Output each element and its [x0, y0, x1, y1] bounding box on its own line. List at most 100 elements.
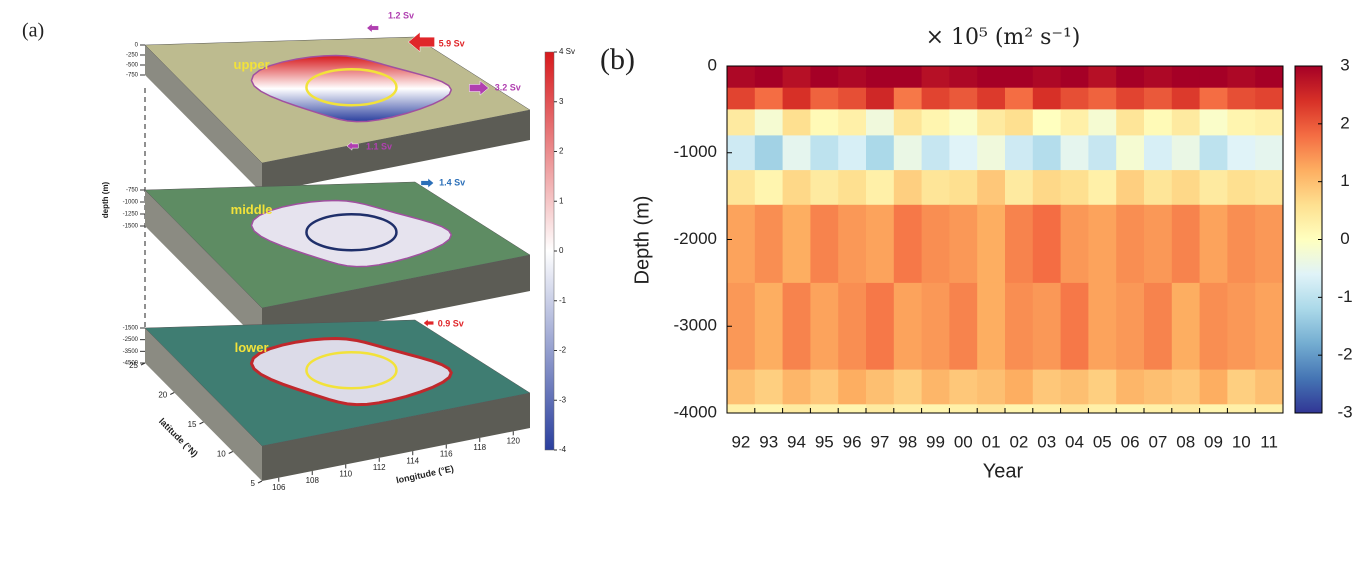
x-tick-label: 08 — [1176, 432, 1195, 451]
heatmap-cell — [1088, 87, 1117, 110]
flux-label: 1.4 Sv — [439, 177, 465, 187]
heatmap-cell — [1032, 135, 1062, 171]
y-tick-label: -4000 — [674, 402, 717, 421]
heatmap-cell — [810, 135, 839, 171]
y-tick — [228, 451, 233, 454]
heatmap-cell — [838, 109, 867, 136]
heatmap-cell — [893, 135, 923, 171]
x-tick-label: 02 — [1009, 432, 1028, 451]
heatmap-cell — [949, 66, 978, 89]
heatmap-cell — [1005, 404, 1034, 414]
heatmap-cell — [1060, 66, 1089, 89]
heatmap-cell — [1227, 282, 1256, 371]
heatmap-cell — [893, 87, 923, 110]
heatmap-cell — [1227, 204, 1256, 284]
y-tick-label: 20 — [158, 391, 167, 400]
heatmap-cell — [1144, 135, 1173, 171]
colorbar-tick-label: 1 — [559, 196, 564, 205]
heatmap-cell — [893, 369, 923, 405]
colorbar-tick-label: 4 Sv — [559, 47, 575, 56]
heatmap-cell — [838, 369, 867, 405]
heatmap-cell — [1144, 66, 1173, 89]
heatmap-cell — [754, 109, 784, 136]
heatmap-cell — [1199, 282, 1228, 371]
y-tick-label: 25 — [129, 361, 138, 370]
heatmap-cell — [1032, 404, 1062, 414]
heatmap-cell — [810, 404, 839, 414]
heatmap-cell — [838, 404, 867, 414]
depth-tick-label: -3500 — [123, 349, 139, 355]
heatmap-cell — [838, 282, 867, 371]
heatmap-cell — [921, 66, 950, 89]
flux-arrow — [423, 318, 434, 328]
heatmap-cell — [1255, 204, 1284, 284]
heatmap-cell — [866, 369, 895, 405]
colorbar-tick-label: -3 — [559, 395, 567, 404]
x-tick-label: 09 — [1204, 432, 1223, 451]
chart-title: × 10⁵ (m² s⁻¹) — [926, 25, 1081, 50]
heatmap-cell — [866, 404, 895, 414]
depth-tick-label: -250 — [126, 53, 139, 59]
x-tick-label: 11 — [1260, 432, 1278, 451]
x-tick-label: 07 — [1148, 432, 1167, 451]
colorbar-tick-label: 0 — [559, 246, 564, 255]
heatmap-cell — [1144, 369, 1173, 405]
x-tick-label: 114 — [406, 456, 419, 465]
flux-label: 3.2 Sv — [495, 82, 521, 92]
heatmap-cell — [838, 135, 867, 171]
heatmap-cell — [1032, 282, 1062, 371]
heatmap-cell — [1116, 369, 1145, 405]
heatmap-cell — [866, 282, 895, 371]
heatmap-cell — [1005, 135, 1034, 171]
heatmap-cell — [949, 87, 978, 110]
heatmap-cell — [1227, 369, 1256, 405]
circulation-arrow — [305, 350, 398, 390]
heatmap-cell — [977, 404, 1006, 414]
heatmap-cell — [1088, 135, 1117, 171]
heatmap-cell — [1199, 369, 1228, 405]
heatmap-cell — [782, 109, 811, 136]
heatmap-cell — [1199, 66, 1228, 89]
block-left-face — [145, 45, 262, 193]
heatmap-cell — [949, 369, 978, 405]
x-tick-label: 00 — [954, 432, 973, 451]
x-axis-label: Year — [983, 460, 1024, 482]
x-tick-label: 116 — [440, 450, 453, 459]
y-axis-label: Depth (m) — [631, 196, 653, 285]
flux-label: 5.9 Sv — [439, 38, 465, 48]
flux-arrow — [407, 31, 435, 53]
heatmap-cell — [977, 66, 1006, 89]
depth-tick-label: -1500 — [123, 326, 139, 332]
heatmap-cell — [1060, 282, 1089, 371]
x-tick-label: 93 — [759, 432, 778, 451]
heatmap-cell — [1144, 170, 1173, 206]
basin — [250, 54, 453, 123]
basin — [249, 337, 453, 407]
heatmap-cell — [893, 109, 923, 136]
x-tick-label: 120 — [507, 436, 521, 445]
block-right-face — [262, 110, 530, 193]
heatmap-cell — [810, 282, 839, 371]
heatmap-cell — [1032, 87, 1062, 110]
y-tick-label: -3000 — [674, 316, 717, 335]
heatmap-cell — [1144, 404, 1173, 414]
heatmap-cell — [838, 66, 867, 89]
heatmap-cell — [1255, 369, 1284, 405]
depth-tick-label: -500 — [126, 63, 139, 69]
heatmap-cell — [1255, 135, 1284, 171]
heatmap-cell — [838, 87, 867, 110]
heatmap-cell — [1060, 109, 1089, 136]
heatmap-cell — [1088, 109, 1117, 136]
heatmap-cell — [1227, 404, 1256, 414]
heatmap-cell — [921, 282, 950, 371]
heatmap-cell — [1199, 170, 1228, 206]
x-tick-label: 110 — [339, 470, 352, 479]
colorbar-tick-label: 3 — [1340, 55, 1349, 74]
panel-a: (a) upper0-250-500-750middle-750-1000-12… — [22, 10, 575, 491]
y-tick-label: 10 — [217, 450, 226, 459]
heatmap-cell — [1116, 170, 1145, 206]
heatmap-cell — [977, 170, 1006, 206]
block-left-face — [145, 190, 262, 344]
heatmap-cell — [1032, 170, 1062, 206]
heatmap-cell — [754, 204, 784, 284]
